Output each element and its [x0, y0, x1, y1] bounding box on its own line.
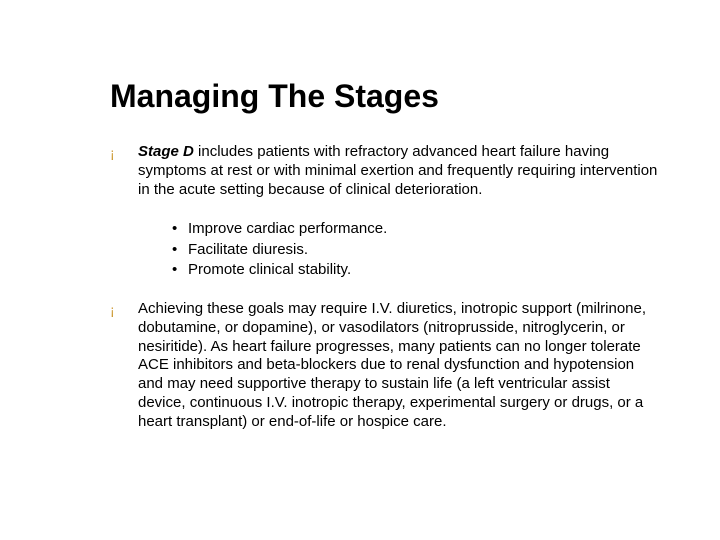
sub-list: • Improve cardiac performance. • Facilit…	[172, 219, 660, 280]
bullet-block-2: ¡ Achieving these goals may require I.V.…	[110, 300, 660, 431]
sub-item-2: • Facilitate diuresis.	[172, 240, 660, 260]
sub-item-3: • Promote clinical stability.	[172, 260, 660, 280]
slide: Managing The Stages ¡ Stage D includes p…	[0, 0, 720, 540]
sub-item-3-text: Promote clinical stability.	[188, 260, 351, 280]
sub-bullet-icon: •	[172, 219, 188, 239]
paragraph-2-text: Achieving these goals may require I.V. d…	[138, 300, 646, 430]
paragraph-1: Stage D includes patients with refractor…	[138, 143, 660, 199]
sub-item-2-text: Facilitate diuresis.	[188, 240, 308, 260]
paragraph-1-text: includes patients with refractory advanc…	[138, 143, 657, 198]
sub-bullet-icon: •	[172, 260, 188, 280]
bullet-icon: ¡	[110, 300, 138, 320]
bullet-block-1: ¡ Stage D includes patients with refract…	[110, 143, 660, 199]
paragraph-1-lead: Stage D	[138, 143, 194, 160]
sub-bullet-icon: •	[172, 240, 188, 260]
sub-item-1: • Improve cardiac performance.	[172, 219, 660, 239]
sub-item-1-text: Improve cardiac performance.	[188, 219, 387, 239]
bullet-icon: ¡	[110, 143, 138, 163]
page-title: Managing The Stages	[110, 78, 660, 115]
paragraph-2: Achieving these goals may require I.V. d…	[138, 300, 660, 431]
